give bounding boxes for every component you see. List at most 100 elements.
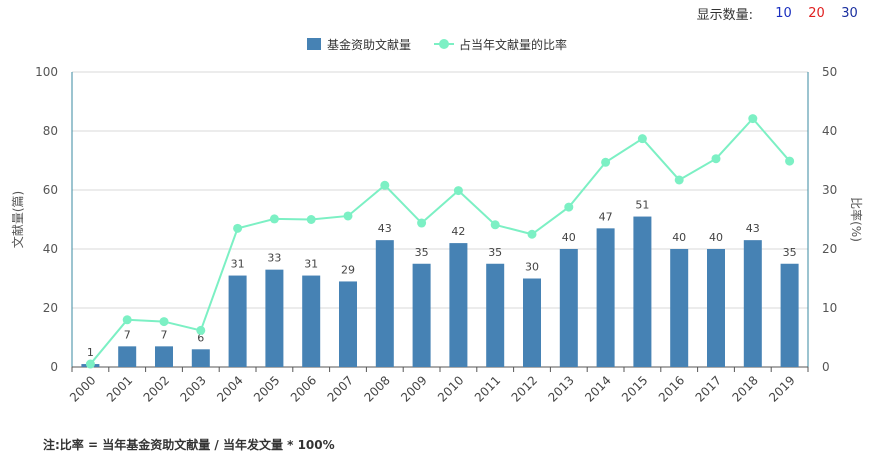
y-tick-label: 0 — [50, 360, 58, 374]
y-axis-title: 文献量(篇) — [10, 191, 25, 248]
bar-data-label: 30 — [525, 261, 539, 274]
bar-data-label: 51 — [635, 199, 649, 212]
y-tick-label: 20 — [43, 301, 58, 315]
x-tick-label: 2006 — [288, 373, 319, 404]
y2-tick-label: 40 — [822, 124, 837, 138]
bar-data-label: 47 — [599, 210, 613, 223]
bar — [412, 263, 431, 367]
bar-data-label: 40 — [709, 231, 723, 244]
bar-data-label: 6 — [197, 331, 204, 344]
x-tick-label: 2016 — [656, 373, 687, 404]
bar — [596, 228, 615, 367]
ratio-point — [601, 157, 611, 167]
ratio-point — [564, 202, 574, 212]
ratio-point — [85, 359, 95, 369]
bar — [707, 249, 725, 367]
bar-data-label: 31 — [231, 258, 245, 271]
x-tick-label: 2019 — [766, 373, 797, 404]
x-tick-label: 2014 — [582, 373, 613, 404]
ratio-point — [453, 186, 463, 196]
display-count-option-30[interactable]: 30 — [841, 6, 858, 21]
ratio-point — [306, 215, 316, 224]
bar-data-label: 29 — [341, 263, 355, 276]
bar — [339, 281, 357, 367]
x-tick-label: 2017 — [693, 373, 724, 404]
ratio-point — [637, 134, 647, 144]
bar-data-label: 33 — [267, 252, 281, 265]
ratio-point — [785, 156, 795, 166]
footnote: 注:比率 = 当年基金资助文献量 / 当年发文量 * 100% — [43, 438, 335, 452]
y2-tick-label: 20 — [822, 242, 837, 256]
ratio-point — [122, 315, 132, 325]
axes: 0 20 40 60 80 100 0 10 20 30 40 50 — [35, 65, 837, 374]
x-tick-label: 2002 — [141, 373, 172, 404]
display-count-label: 显示数量: — [696, 8, 753, 23]
bar — [633, 216, 652, 367]
y2-tick-label: 0 — [822, 360, 830, 374]
ratio-point — [196, 325, 206, 335]
bar — [559, 249, 578, 367]
x-tick-label: 2008 — [361, 373, 392, 404]
x-tick-label: 2015 — [619, 373, 650, 404]
x-tick-labels: 2000 2001 2002 2003 2004 2005 2006 2007 2008 2009… — [67, 373, 798, 404]
bar-data-label: 40 — [672, 231, 686, 244]
x-tick-label: 2003 — [177, 373, 208, 404]
bar-data-label: 35 — [783, 246, 797, 259]
legend: 基金资助文献量 占当年文献量的比率 — [307, 37, 567, 52]
x-tick-label: 2012 — [509, 373, 540, 404]
y-tick-label: 60 — [43, 183, 58, 197]
y-tick-label: 100 — [35, 65, 58, 79]
bar-data-label: 43 — [378, 222, 392, 235]
ratio-point — [417, 218, 427, 228]
bar — [743, 240, 762, 367]
ratio-point — [269, 214, 279, 224]
y-tick-label: 80 — [43, 124, 58, 138]
bar — [486, 263, 505, 367]
legend-bar-label: 基金资助文献量 — [327, 37, 411, 52]
bar-data-label: 40 — [562, 231, 576, 244]
display-count-selector: 显示数量: 10 20 30 — [697, 4, 866, 23]
bar-data-label: 1 — [87, 346, 94, 359]
ratio-line-series — [85, 114, 795, 369]
ratio-point — [159, 317, 169, 327]
y-tick-label: 40 — [43, 242, 58, 256]
bar-data-label: 31 — [304, 258, 318, 271]
funding-chart: 0 20 40 60 80 100 0 10 20 30 40 50 1 7 7 6 31 33 31 29 43 35… — [10, 37, 864, 405]
x-tick-label: 2010 — [435, 373, 466, 404]
display-count-option-10[interactable]: 10 — [775, 6, 792, 21]
bar-data-label: 43 — [746, 222, 760, 235]
ratio-point — [527, 229, 537, 239]
x-tick-label: 2007 — [325, 373, 356, 404]
ratio-point — [233, 223, 243, 233]
ratio-point — [674, 175, 684, 185]
x-tick-label: 2001 — [104, 373, 135, 404]
bar — [302, 275, 321, 367]
y2-axis-title: 比率(%) — [849, 197, 864, 242]
x-tick-label: 2004 — [214, 373, 245, 404]
bar — [780, 263, 799, 367]
grid-lines — [72, 71, 808, 309]
bar-series — [81, 216, 799, 367]
bar-data-labels: 1 7 7 6 31 33 31 29 43 35 42 35 30 40 47 51 40 40 43 35 — [87, 199, 797, 359]
ratio-point — [748, 114, 758, 124]
bar-data-label: 42 — [451, 225, 465, 238]
x-tick-label: 2000 — [67, 373, 98, 404]
y2-tick-label: 50 — [822, 65, 837, 79]
ratio-point — [711, 154, 721, 164]
bar — [449, 243, 468, 367]
ratio-point — [343, 211, 353, 221]
bar — [118, 346, 137, 367]
bar-data-label: 7 — [124, 328, 131, 341]
x-tick-label: 2011 — [472, 373, 503, 404]
bar — [670, 249, 689, 367]
bar — [228, 275, 247, 367]
y2-tick-label: 30 — [822, 183, 837, 197]
bar-data-label: 35 — [415, 246, 429, 259]
bar — [155, 346, 173, 367]
display-count-option-20[interactable]: 20 — [808, 6, 825, 21]
bar-data-label: 7 — [161, 328, 168, 341]
bar-data-label: 35 — [488, 246, 502, 259]
x-tick-label: 2018 — [729, 373, 760, 404]
legend-line-label: 占当年文献量的比率 — [459, 37, 567, 52]
ratio-point — [490, 220, 500, 230]
